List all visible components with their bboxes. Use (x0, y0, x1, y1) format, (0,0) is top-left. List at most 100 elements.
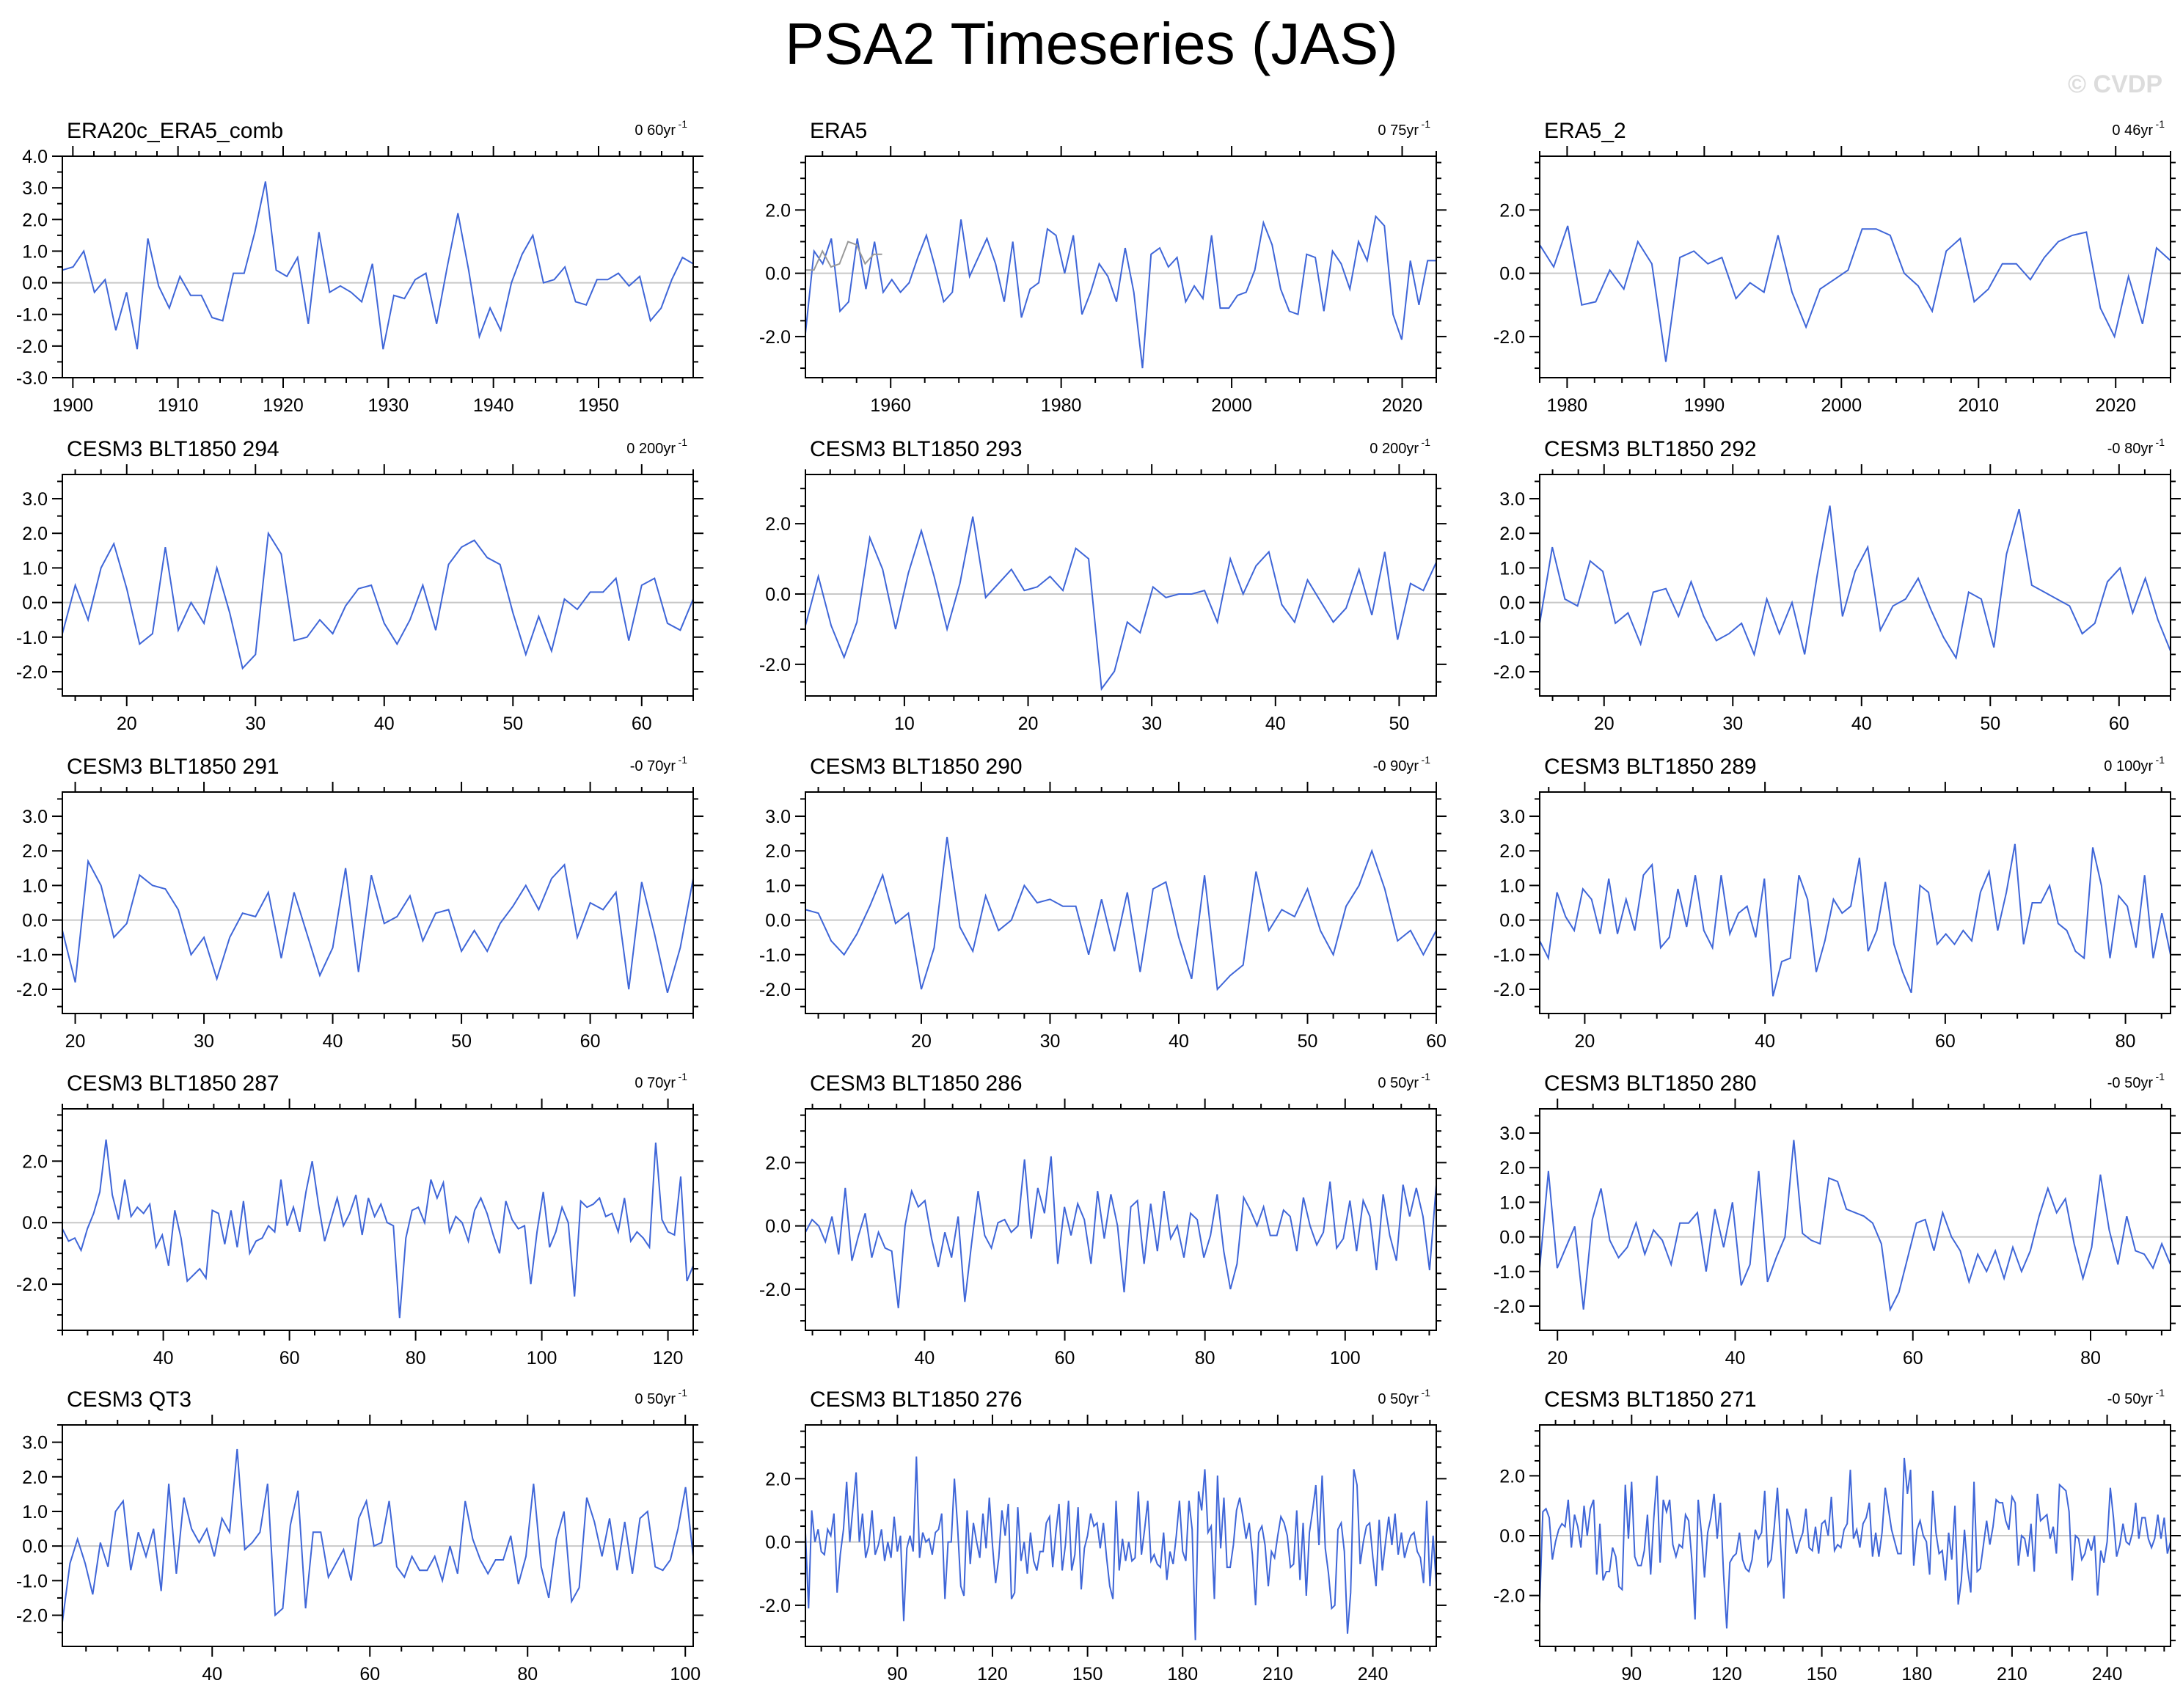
x-tick-label: 1980 (1041, 395, 1082, 416)
y-tick-label: 3.0 (22, 807, 48, 827)
trend-label: -0 70yr (630, 758, 676, 774)
x-tick-label: 120 (1711, 1664, 1742, 1685)
x-tick-label: 240 (1358, 1664, 1389, 1685)
y-tick-label: 1.0 (22, 241, 48, 262)
y-tick-label: -2.0 (1493, 1586, 1525, 1607)
chart-panel-12: CESM3 BLT1850 280 -0 50yr -1 -2.0 -1.0 0.0 1.0… (1493, 1071, 2181, 1368)
chart-panel-11: CESM3 BLT1850 286 0 50yr -1 -2.0 0.0 2.0 40 60 8… (759, 1071, 1447, 1368)
x-tick-label: 20 (117, 714, 137, 734)
x-tick-label: 1910 (158, 395, 199, 416)
y-tick-label: 0.0 (22, 1213, 48, 1234)
y-tick-label: 1.0 (22, 558, 48, 579)
x-tick-label: 40 (1725, 1348, 1746, 1368)
panel-title: CESM3 BLT1850 291 (67, 755, 279, 779)
trend-exponent: -1 (1422, 118, 1431, 130)
x-tick-label: 40 (323, 1031, 343, 1052)
y-tick-label: 0.0 (22, 1536, 48, 1557)
x-tick-label: 40 (1755, 1031, 1775, 1052)
x-tick-label: 20 (1594, 714, 1615, 734)
trend-exponent: -1 (679, 118, 688, 130)
x-tick-label: 50 (451, 1031, 472, 1052)
trend-exponent: -1 (679, 1071, 688, 1082)
panel-title: CESM3 BLT1850 287 (67, 1071, 279, 1096)
y-tick-label: -1.0 (16, 628, 48, 648)
y-tick-label: 0.0 (1499, 593, 1525, 614)
plot-frame (62, 791, 694, 1014)
y-tick-label: 0.0 (765, 911, 791, 931)
page-title: PSA2 Timeseries (JAS) (785, 11, 1398, 76)
trend-label: 0 70yr (635, 1075, 676, 1091)
y-tick-label: 2.0 (765, 1469, 791, 1489)
series-line (805, 837, 1437, 992)
plot-frame (62, 1424, 694, 1647)
series-line (62, 859, 694, 993)
y-tick-label: 1.0 (1499, 876, 1525, 896)
y-tick-label: -2.0 (16, 980, 48, 1000)
y-tick-label: 2.0 (765, 841, 791, 862)
x-tick-label: 2020 (1382, 395, 1423, 416)
x-tick-label: 30 (1722, 714, 1743, 734)
x-tick-label: 40 (1265, 714, 1286, 734)
chart-panel-1: ERA20c_ERA5_comb 0 60yr -1 -3.0 -2.0 -1.0 0.0 1… (16, 118, 703, 416)
y-tick-label: 2.0 (1499, 841, 1525, 862)
plot-frame (62, 1108, 694, 1331)
y-tick-label: 2.0 (22, 841, 48, 862)
y-tick-label: 0.0 (22, 911, 48, 931)
y-tick-label: -1.0 (1493, 945, 1525, 966)
trend-exponent: -1 (1422, 436, 1431, 448)
panel-title: CESM3 BLT1850 290 (810, 755, 1023, 779)
trend-label: -0 90yr (1373, 758, 1419, 774)
y-tick-label: 2.0 (1499, 524, 1525, 544)
x-tick-label: 1930 (368, 395, 409, 416)
x-tick-label: 60 (1903, 1348, 1923, 1368)
x-tick-label: 20 (1575, 1031, 1595, 1052)
plot-frame (805, 1424, 1437, 1647)
y-tick-label: 3.0 (22, 1433, 48, 1454)
panel-title: CESM3 BLT1850 293 (810, 437, 1023, 461)
y-tick-label: -2.0 (759, 655, 791, 675)
x-tick-label: 2010 (1958, 395, 1999, 416)
x-tick-label: 100 (527, 1348, 557, 1368)
plot-frame (1539, 791, 2171, 1014)
y-tick-label: -2.0 (1493, 662, 1525, 683)
y-tick-label: -2.0 (16, 1275, 48, 1295)
y-tick-label: -2.0 (16, 337, 48, 357)
plot-frame (1539, 1108, 2171, 1331)
trend-exponent: -1 (679, 436, 688, 448)
x-tick-label: 60 (1935, 1031, 1956, 1052)
y-tick-label: -2.0 (759, 980, 791, 1000)
x-tick-label: 30 (194, 1031, 214, 1052)
x-tick-label: 2000 (1821, 395, 1862, 416)
trend-label: 0 200yr (626, 441, 676, 457)
x-tick-label: 1990 (1684, 395, 1725, 416)
y-tick-label: 0.0 (1499, 1526, 1525, 1547)
trend-exponent: -1 (1422, 1387, 1431, 1399)
y-tick-label: -1.0 (16, 305, 48, 326)
x-tick-label: 40 (915, 1348, 935, 1368)
x-tick-label: 1940 (473, 395, 514, 416)
trend-label: 0 60yr (635, 122, 676, 139)
panel-title: CESM3 BLT1850 280 (1544, 1071, 1757, 1096)
plot-frame (805, 791, 1437, 1014)
x-tick-label: 80 (1195, 1348, 1215, 1368)
y-tick-label: -2.0 (1493, 980, 1525, 1000)
x-tick-label: 1960 (870, 395, 911, 416)
y-tick-label: 2.0 (1499, 1466, 1525, 1487)
x-tick-label: 210 (1262, 1664, 1293, 1685)
trend-exponent: -1 (2156, 1387, 2165, 1399)
y-tick-label: 3.0 (22, 489, 48, 510)
trend-label: -0 50yr (2107, 1391, 2154, 1407)
y-tick-label: -2.0 (1493, 327, 1525, 348)
y-tick-label: 2.0 (765, 200, 791, 221)
x-tick-label: 150 (1072, 1664, 1103, 1685)
y-tick-label: -1.0 (16, 945, 48, 966)
series-line (62, 531, 694, 670)
trend-label: 0 50yr (1378, 1075, 1419, 1091)
y-tick-label: 2.0 (1499, 1158, 1525, 1179)
y-tick-label: -3.0 (16, 368, 48, 389)
trend-exponent: -1 (2156, 754, 2165, 766)
panel-title: CESM3 BLT1850 289 (1544, 755, 1757, 779)
x-tick-label: 60 (359, 1664, 380, 1685)
y-tick-label: -1.0 (16, 1571, 48, 1591)
